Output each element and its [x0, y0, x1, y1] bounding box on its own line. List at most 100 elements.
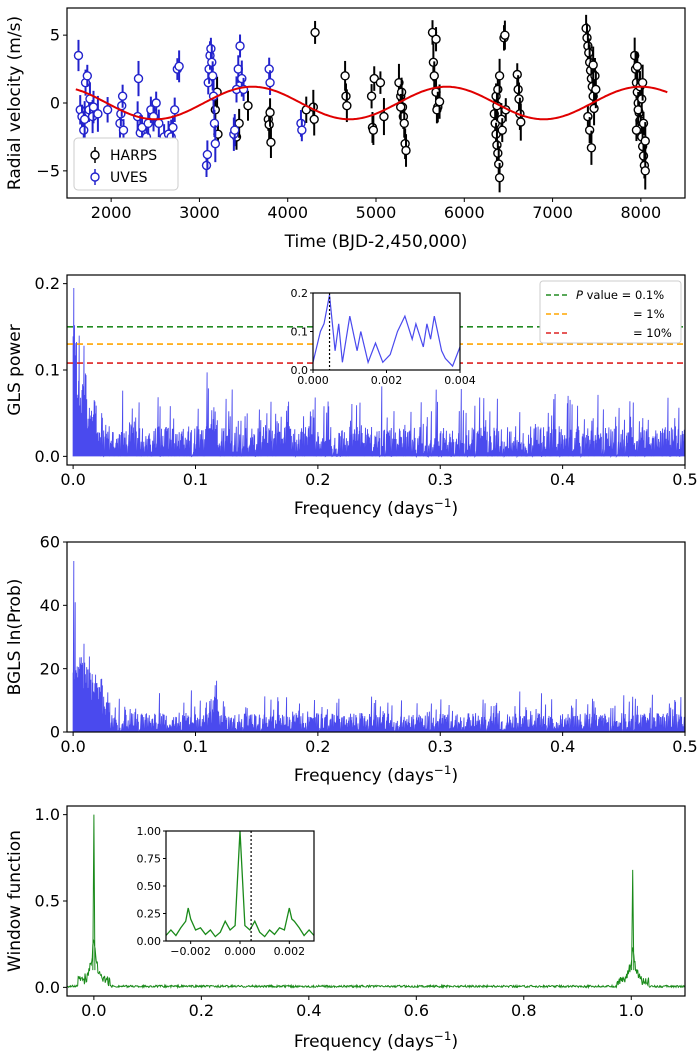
rv-point-harps	[497, 125, 507, 135]
rv-point-harps	[310, 27, 320, 38]
rv-ytick-label: 5	[50, 26, 60, 45]
bgls-xtick-label: 0.3	[428, 737, 453, 756]
bgls-xtick-label: 0.0	[60, 737, 85, 756]
window-inset-ytick-label: 0.75	[137, 853, 162, 866]
rv-point-harps	[583, 111, 593, 122]
gls-legend-box	[539, 280, 682, 344]
gls-inset: 0.000 0.002 0.004 0.0 0.1 0.2	[291, 287, 476, 387]
window-inset-ytick-label: 0.50	[137, 880, 162, 893]
gls-inset-curve	[312, 294, 461, 368]
rv-point-harps	[516, 117, 526, 127]
bgls-ytick-label: 60	[40, 533, 60, 552]
window-xtick-label: 1.0	[619, 1001, 644, 1020]
rv-point-harps	[589, 103, 599, 114]
rv-point-uves	[168, 122, 178, 133]
gls-ytick-label: 0.2	[35, 274, 60, 293]
window-inset-ytick-label: 1.00	[137, 825, 162, 838]
rv-legend-marker	[90, 150, 100, 160]
bgls-xtick-label: 0.4	[550, 737, 575, 756]
window-inset: −0.002 0.000 0.002 0.00 0.25 0.50 0.75 1.00	[137, 825, 315, 958]
gls-xtick-label: 0.1	[183, 470, 208, 489]
rv-legend-box	[73, 137, 179, 191]
rv-point-harps	[638, 118, 649, 129]
rv-point-harps	[368, 125, 379, 135]
rv-plot-area	[73, 14, 668, 193]
window-inset-ytick-label: 0.00	[137, 935, 162, 948]
window-ytick-label: 0.0	[35, 978, 60, 997]
window-xlabel: Frequency (days−1)	[294, 1029, 458, 1052]
rv-xtick-label: 2000	[91, 203, 132, 222]
rv-xlabel: Time (BJD-2,450,000)	[284, 232, 468, 252]
window-panel: 0.0 0.2 0.4 0.6 0.8 1.0 0.0 0.5 1.0 Frequency (da…	[5, 805, 686, 1052]
gls-xtick-label: 0.0	[60, 470, 85, 489]
rv-point-harps	[500, 30, 510, 40]
rv-point-harps	[591, 84, 601, 95]
rv-point-harps	[493, 84, 503, 95]
rv-ytick-label: −5	[36, 161, 60, 180]
gls-inset-xtick-label: 0.002	[371, 374, 403, 387]
rv-point-uves	[82, 71, 93, 81]
rv-point-harps	[266, 137, 276, 148]
rv-point-uves	[79, 114, 90, 124]
rv-ylabel: Radial velocity (m/s)	[5, 16, 25, 190]
gls-xtick-label: 0.2	[305, 470, 330, 489]
rv-point-uves	[235, 41, 245, 51]
window-xtick-label: 0.2	[189, 1001, 214, 1020]
bgls-plot-area	[72, 560, 685, 732]
window-xtick-label: 0.6	[404, 1001, 429, 1020]
gls-legend-label: P value = 0.1%	[576, 288, 664, 302]
gls-ylabel: GLS power	[5, 324, 25, 415]
bgls-xtick-label: 0.5	[672, 737, 697, 756]
rv-point-uves	[210, 139, 221, 149]
bgls-xtick-label: 0.1	[183, 737, 208, 756]
rv-point-uves	[230, 125, 240, 135]
rv-point-uves	[170, 105, 180, 115]
rv-point-uves	[151, 98, 161, 108]
window-plot-area	[67, 814, 685, 990]
window-inset-xtick-label: 0.002	[274, 945, 306, 958]
rv-point-uves	[202, 149, 213, 160]
rv-point-harps	[396, 102, 406, 112]
bgls-panel: 0.0 0.1 0.2 0.3 0.4 0.5 0 20 40 60 Frequency (days…	[5, 533, 698, 786]
gls-xlabel: Frequency (days−1)	[294, 496, 458, 519]
rv-xtick-label: 4000	[267, 203, 308, 222]
rv-point-uves	[117, 91, 128, 101]
rv-point-harps	[379, 111, 389, 122]
rv-point-uves	[154, 118, 164, 129]
window-curve	[67, 814, 685, 990]
gls-inset-ytick-label: 0.2	[291, 287, 309, 300]
rv-point-harps	[584, 125, 595, 135]
rv-point-harps	[243, 101, 253, 111]
rv-point-uves	[174, 61, 184, 72]
rv-point-uves	[237, 73, 247, 84]
bgls-frame	[66, 541, 686, 733]
rv-xtick-label: 3000	[179, 203, 220, 222]
gls-xtick-label: 0.5	[672, 470, 697, 489]
gls-inset-xtick-label: 0.000	[297, 374, 329, 387]
gls-xtick-label: 0.4	[550, 470, 575, 489]
rv-point-uves	[265, 77, 275, 88]
gls-panel: 0.0 0.1 0.2 0.3 0.4 0.5 0.0 0.1 0.2 Frequency (da…	[5, 274, 698, 519]
rv-point-harps	[632, 61, 643, 72]
rv-xtick-label: 7000	[532, 203, 573, 222]
bgls-ytick-label: 20	[40, 659, 60, 678]
gls-inset-xtick-label: 0.004	[444, 374, 476, 387]
window-xtick-label: 0.8	[511, 1001, 536, 1020]
bgls-xlabel: Frequency (days−1)	[294, 763, 458, 786]
rv-point-harps	[401, 145, 411, 156]
bgls-xtick-label: 0.2	[305, 737, 330, 756]
window-ylabel: Window function	[5, 830, 25, 972]
bgls-ytick-label: 0	[50, 723, 60, 742]
rv-legend-marker	[90, 172, 100, 182]
rv-point-harps	[431, 34, 441, 44]
rv-point-uves	[133, 73, 144, 84]
bgls-periodogram	[72, 560, 685, 732]
rv-point-harps	[640, 166, 650, 176]
rv-point-harps	[631, 125, 642, 135]
rv-point-harps	[494, 71, 505, 81]
window-inset-ytick-label: 0.25	[137, 908, 162, 921]
rv-point-harps	[588, 60, 598, 70]
rv-point-uves	[207, 71, 218, 81]
window-inset-xtick-label: −0.002	[170, 945, 211, 958]
